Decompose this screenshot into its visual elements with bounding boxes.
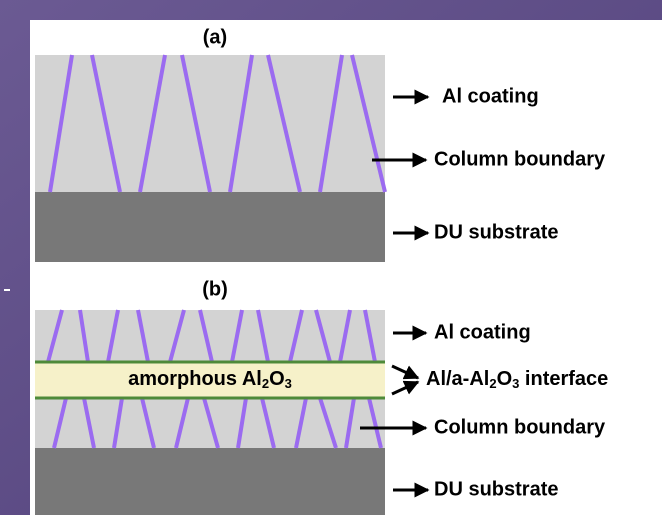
text: O: [497, 368, 513, 390]
panel-label: (b): [202, 278, 228, 300]
annotation: Al coating: [434, 321, 531, 343]
subscript: 2: [262, 376, 269, 391]
annotation: Column boundary: [434, 148, 606, 170]
subscript: 2: [489, 376, 496, 391]
substrate: [35, 192, 385, 262]
text: interface: [519, 368, 608, 390]
annotation: DU substrate: [434, 478, 558, 500]
panel-label: (a): [203, 26, 227, 48]
substrate: [35, 448, 385, 515]
annotation: Al coating: [442, 85, 539, 107]
text: O: [269, 368, 285, 390]
text: amorphous Al: [128, 368, 262, 390]
annotation: Column boundary: [434, 416, 606, 438]
dash: [4, 289, 10, 291]
figure: (a) Al coating Column boundary DU substr…: [0, 0, 662, 515]
page: (a) Al coating Column boundary DU substr…: [0, 0, 662, 515]
text: Al/a-Al: [426, 368, 489, 390]
annotation: DU substrate: [434, 221, 558, 243]
subscript: 3: [512, 376, 519, 391]
subscript: 3: [285, 376, 292, 391]
